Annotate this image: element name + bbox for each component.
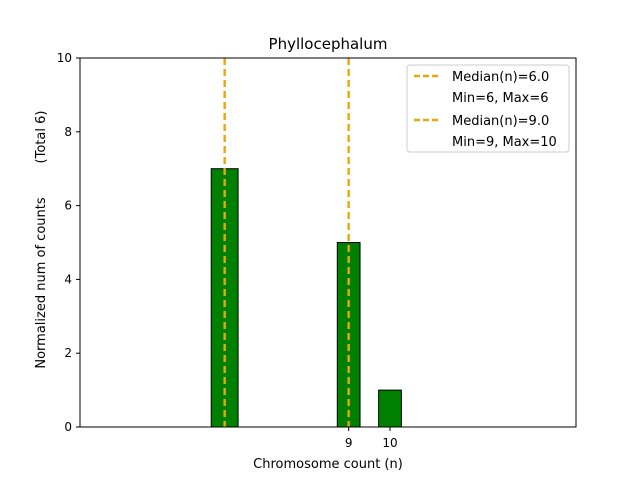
x-axis-label: Chromosome count (n) — [253, 457, 403, 472]
x-tick-label-9: 9 — [345, 436, 353, 450]
y-axis-total-label: (Total 6) — [34, 111, 49, 164]
y-tick-label-8: 8 — [64, 125, 72, 139]
y-tick-label-2: 2 — [64, 346, 72, 360]
plot-frame — [79, 57, 577, 428]
chart-title: Phyllocephalum — [269, 35, 388, 53]
y-axis-ticks: 0 2 4 6 8 10 — [57, 51, 80, 434]
legend-range-label-1: Min=6, Max=6 — [452, 91, 549, 106]
median-lines — [223, 58, 350, 427]
y-axis-label: Normalized num of counts — [34, 197, 49, 368]
legend-median-label-1: Median(n)=6.0 — [452, 70, 549, 85]
x-tick-label-10: 10 — [382, 436, 397, 450]
y-tick-label-10: 10 — [57, 51, 72, 65]
legend-box — [406, 64, 570, 153]
legend-median-label-2: Median(n)=9.0 — [452, 114, 549, 129]
y-tick-label-4: 4 — [64, 272, 72, 286]
legend-range-label-2: Min=9, Max=10 — [452, 135, 557, 150]
bar-10 — [378, 389, 402, 428]
legend: Median(n)=6.0 Min=6, Max=6 Median(n)=9.0… — [406, 64, 570, 153]
bar-group — [210, 168, 402, 428]
x-axis-ticks: 9 10 — [345, 427, 398, 450]
y-tick-label-0: 0 — [64, 420, 72, 434]
y-tick-label-6: 6 — [64, 199, 72, 213]
